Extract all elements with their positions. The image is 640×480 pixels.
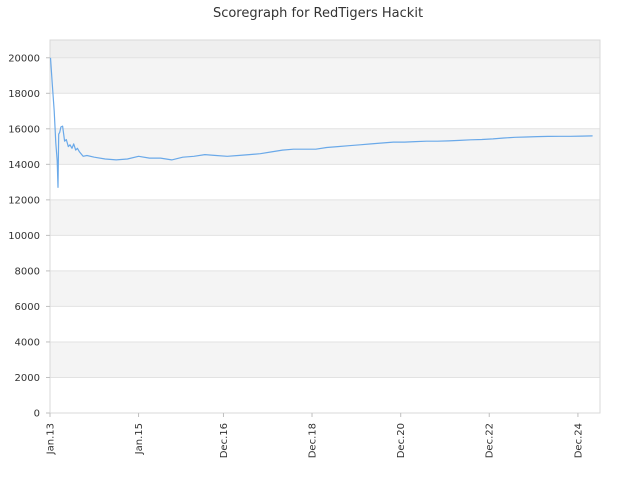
plot-border bbox=[49, 39, 601, 414]
plot-band bbox=[50, 57, 600, 94]
x-tick-label: Jan.15 bbox=[134, 423, 145, 455]
plot-band bbox=[50, 40, 600, 58]
x-axis: Jan.13 Jan.15 Dec.16 Dec.18 Dec.20 Dec.22 Dec.… bbox=[46, 413, 584, 458]
x-tick-label: Dec.22 bbox=[485, 423, 496, 458]
plot-band bbox=[50, 93, 600, 129]
y-tick-label: 6000 bbox=[15, 302, 40, 313]
plot-band bbox=[50, 270, 600, 307]
plot-bands bbox=[50, 40, 600, 413]
y-tick-label: 12000 bbox=[8, 195, 40, 206]
y-tick-label: 20000 bbox=[8, 53, 40, 64]
plot-band bbox=[50, 128, 600, 165]
x-tick-label: Dec.18 bbox=[308, 423, 319, 458]
x-tick-label: Dec.16 bbox=[219, 423, 230, 458]
y-tick-label: 4000 bbox=[15, 337, 40, 348]
x-tick-label: Jan.13 bbox=[46, 423, 57, 455]
y-tick-label: 18000 bbox=[8, 89, 40, 100]
score-series-line bbox=[49, 57, 593, 188]
y-axis: 0 2000 4000 6000 8000 10000 12000 14000 16000 180… bbox=[8, 53, 50, 420]
plot-band bbox=[50, 164, 600, 200]
plot-band bbox=[50, 341, 600, 378]
y-tick-label: 2000 bbox=[15, 373, 40, 384]
x-tick-label: Dec.24 bbox=[573, 423, 584, 458]
chart-title: Scoregraph for RedTigers Hackit bbox=[213, 6, 423, 21]
y-tick-label: 16000 bbox=[8, 124, 40, 135]
plot-band bbox=[50, 199, 600, 236]
plot-band bbox=[50, 235, 600, 271]
y-tick-label: 8000 bbox=[15, 266, 40, 277]
grid-lines bbox=[50, 57, 600, 414]
y-tick-label: 14000 bbox=[8, 160, 40, 171]
x-tick-label: Dec.20 bbox=[396, 423, 407, 458]
y-tick-label: 0 bbox=[34, 409, 40, 420]
plot-band bbox=[50, 377, 600, 413]
plot-band bbox=[50, 306, 600, 342]
y-tick-label: 10000 bbox=[8, 231, 40, 242]
